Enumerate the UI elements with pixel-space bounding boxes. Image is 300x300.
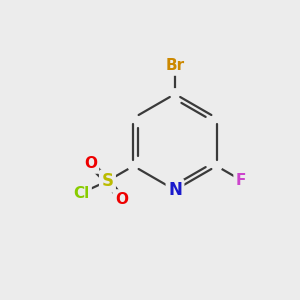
Text: N: N	[168, 181, 182, 199]
Text: Br: Br	[165, 58, 184, 74]
Text: F: F	[236, 172, 246, 188]
Text: O: O	[115, 191, 128, 206]
Text: Cl: Cl	[73, 185, 90, 200]
Text: S: S	[101, 172, 113, 190]
Text: O: O	[84, 157, 97, 172]
